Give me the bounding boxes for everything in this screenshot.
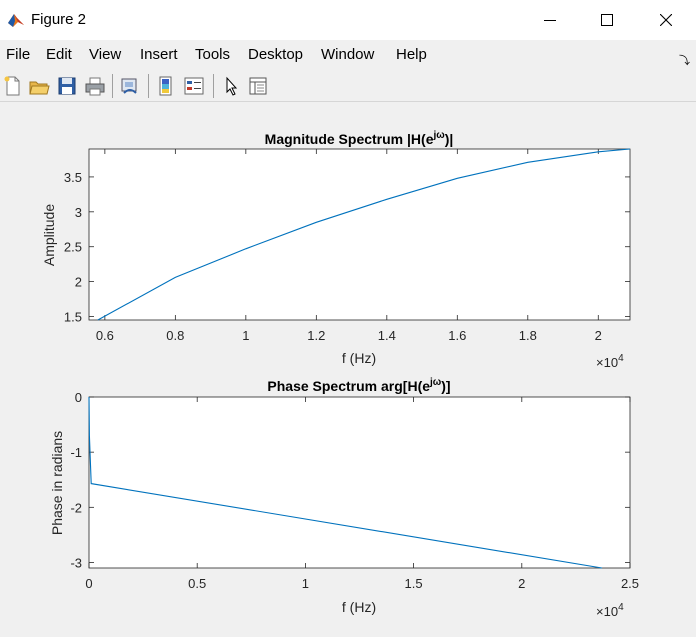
title-bar: Figure 2 [0, 0, 696, 40]
magnitude-xtick-label: 1 [242, 328, 249, 343]
phase-series-line [88, 396, 602, 569]
magnitude-xlabel: f (Hz) [342, 350, 376, 366]
magnitude-ytick-label: 1.5 [64, 310, 82, 325]
toolbar-separator [213, 74, 214, 98]
menu-insert[interactable]: Insert [140, 46, 178, 63]
phase-ytick-label: -2 [70, 500, 82, 515]
menu-tools[interactable]: Tools [195, 46, 231, 63]
minimize-button[interactable] [527, 0, 573, 40]
phase-xlabel: f (Hz) [342, 599, 376, 615]
magnitude-series-line [97, 148, 631, 321]
print-icon[interactable] [84, 75, 106, 97]
phase-title: Phase Spectrum arg[H(ejω)] [267, 377, 450, 394]
magnitude-xtick-label: 0.6 [96, 328, 114, 343]
phase-xtick-label: 2.5 [621, 576, 639, 591]
new-figure-icon[interactable] [2, 75, 24, 97]
menu-bar: File Edit View Insert Tools Desktop Wind… [0, 40, 696, 70]
menu-file[interactable]: File [6, 46, 31, 63]
property-inspector-icon[interactable] [247, 75, 269, 97]
phase-xtick-label: 2 [518, 576, 525, 591]
magnitude-xtick-label: 1.6 [448, 328, 466, 343]
phase-axes[interactable]: Phase Spectrum arg[H(ejω)] 0 0.5 1 1.5 2 2.5 -… [49, 377, 639, 619]
magnitude-ytick-label: 3 [75, 205, 82, 220]
phase-ytick-label: -1 [70, 445, 82, 460]
magnitude-title: Magnitude Spectrum |H(ejω)| [265, 130, 454, 147]
toolbar-separator [112, 74, 113, 98]
magnitude-xtick-label: 1.8 [519, 328, 537, 343]
edit-plot-icon[interactable] [220, 75, 242, 97]
insert-legend-icon[interactable] [183, 75, 205, 97]
magnitude-xtick-label: 0.8 [166, 328, 184, 343]
save-icon[interactable] [56, 75, 78, 97]
link-plot-icon[interactable] [119, 75, 141, 97]
magnitude-axes[interactable]: Magnitude Spectrum |H(ejω)| 0.6 0.8 1 1.2 1.… [41, 130, 631, 370]
insert-colorbar-icon[interactable] [155, 75, 177, 97]
phase-x-multiplier: ×104 [596, 602, 624, 619]
magnitude-x-multiplier: ×104 [596, 353, 624, 370]
magnitude-plot-box [88, 148, 631, 321]
phase-xtick-label: 0 [85, 576, 92, 591]
matlab-logo-icon [8, 14, 24, 27]
phase-ytick-label: 0 [75, 390, 82, 405]
figure-toolbar [0, 70, 696, 102]
magnitude-xtick-label: 2 [595, 328, 602, 343]
menu-window[interactable]: Window [321, 46, 375, 63]
minimize-icon [544, 20, 556, 21]
magnitude-xtick-label: 1.4 [378, 328, 396, 343]
menu-edit[interactable]: Edit [46, 46, 72, 63]
figure-canvas: Magnitude Spectrum |H(ejω)| 0.6 0.8 1 1.2 1.… [0, 102, 696, 632]
phase-xtick-label: 0.5 [188, 576, 206, 591]
menu-desktop[interactable]: Desktop [248, 46, 304, 63]
phase-ylabel: Phase in radians [49, 431, 65, 535]
magnitude-ytick-label: 2 [75, 275, 82, 290]
phase-xtick-label: 1 [302, 576, 309, 591]
toolbar-separator [148, 74, 149, 98]
close-button[interactable] [643, 0, 689, 40]
close-icon [660, 14, 672, 26]
magnitude-xtick-label: 1.2 [307, 328, 325, 343]
phase-plot-box [88, 396, 631, 569]
open-file-icon[interactable] [28, 75, 50, 97]
phase-xtick-label: 1.5 [405, 576, 423, 591]
maximize-button[interactable] [584, 0, 630, 40]
phase-ytick-label: -3 [70, 555, 82, 570]
menu-help[interactable]: Help [396, 46, 427, 63]
window-title: Figure 2 [31, 11, 87, 28]
magnitude-ylabel: Amplitude [41, 204, 57, 266]
menu-view[interactable]: View [89, 46, 122, 63]
magnitude-ytick-label: 2.5 [64, 240, 82, 255]
maximize-icon [601, 14, 613, 26]
plot-svg: Magnitude Spectrum |H(ejω)| 0.6 0.8 1 1.2 1.… [41, 130, 639, 619]
dock-arrow-icon[interactable]: ⤵ [679, 55, 690, 67]
magnitude-ytick-label: 3.5 [64, 170, 82, 185]
